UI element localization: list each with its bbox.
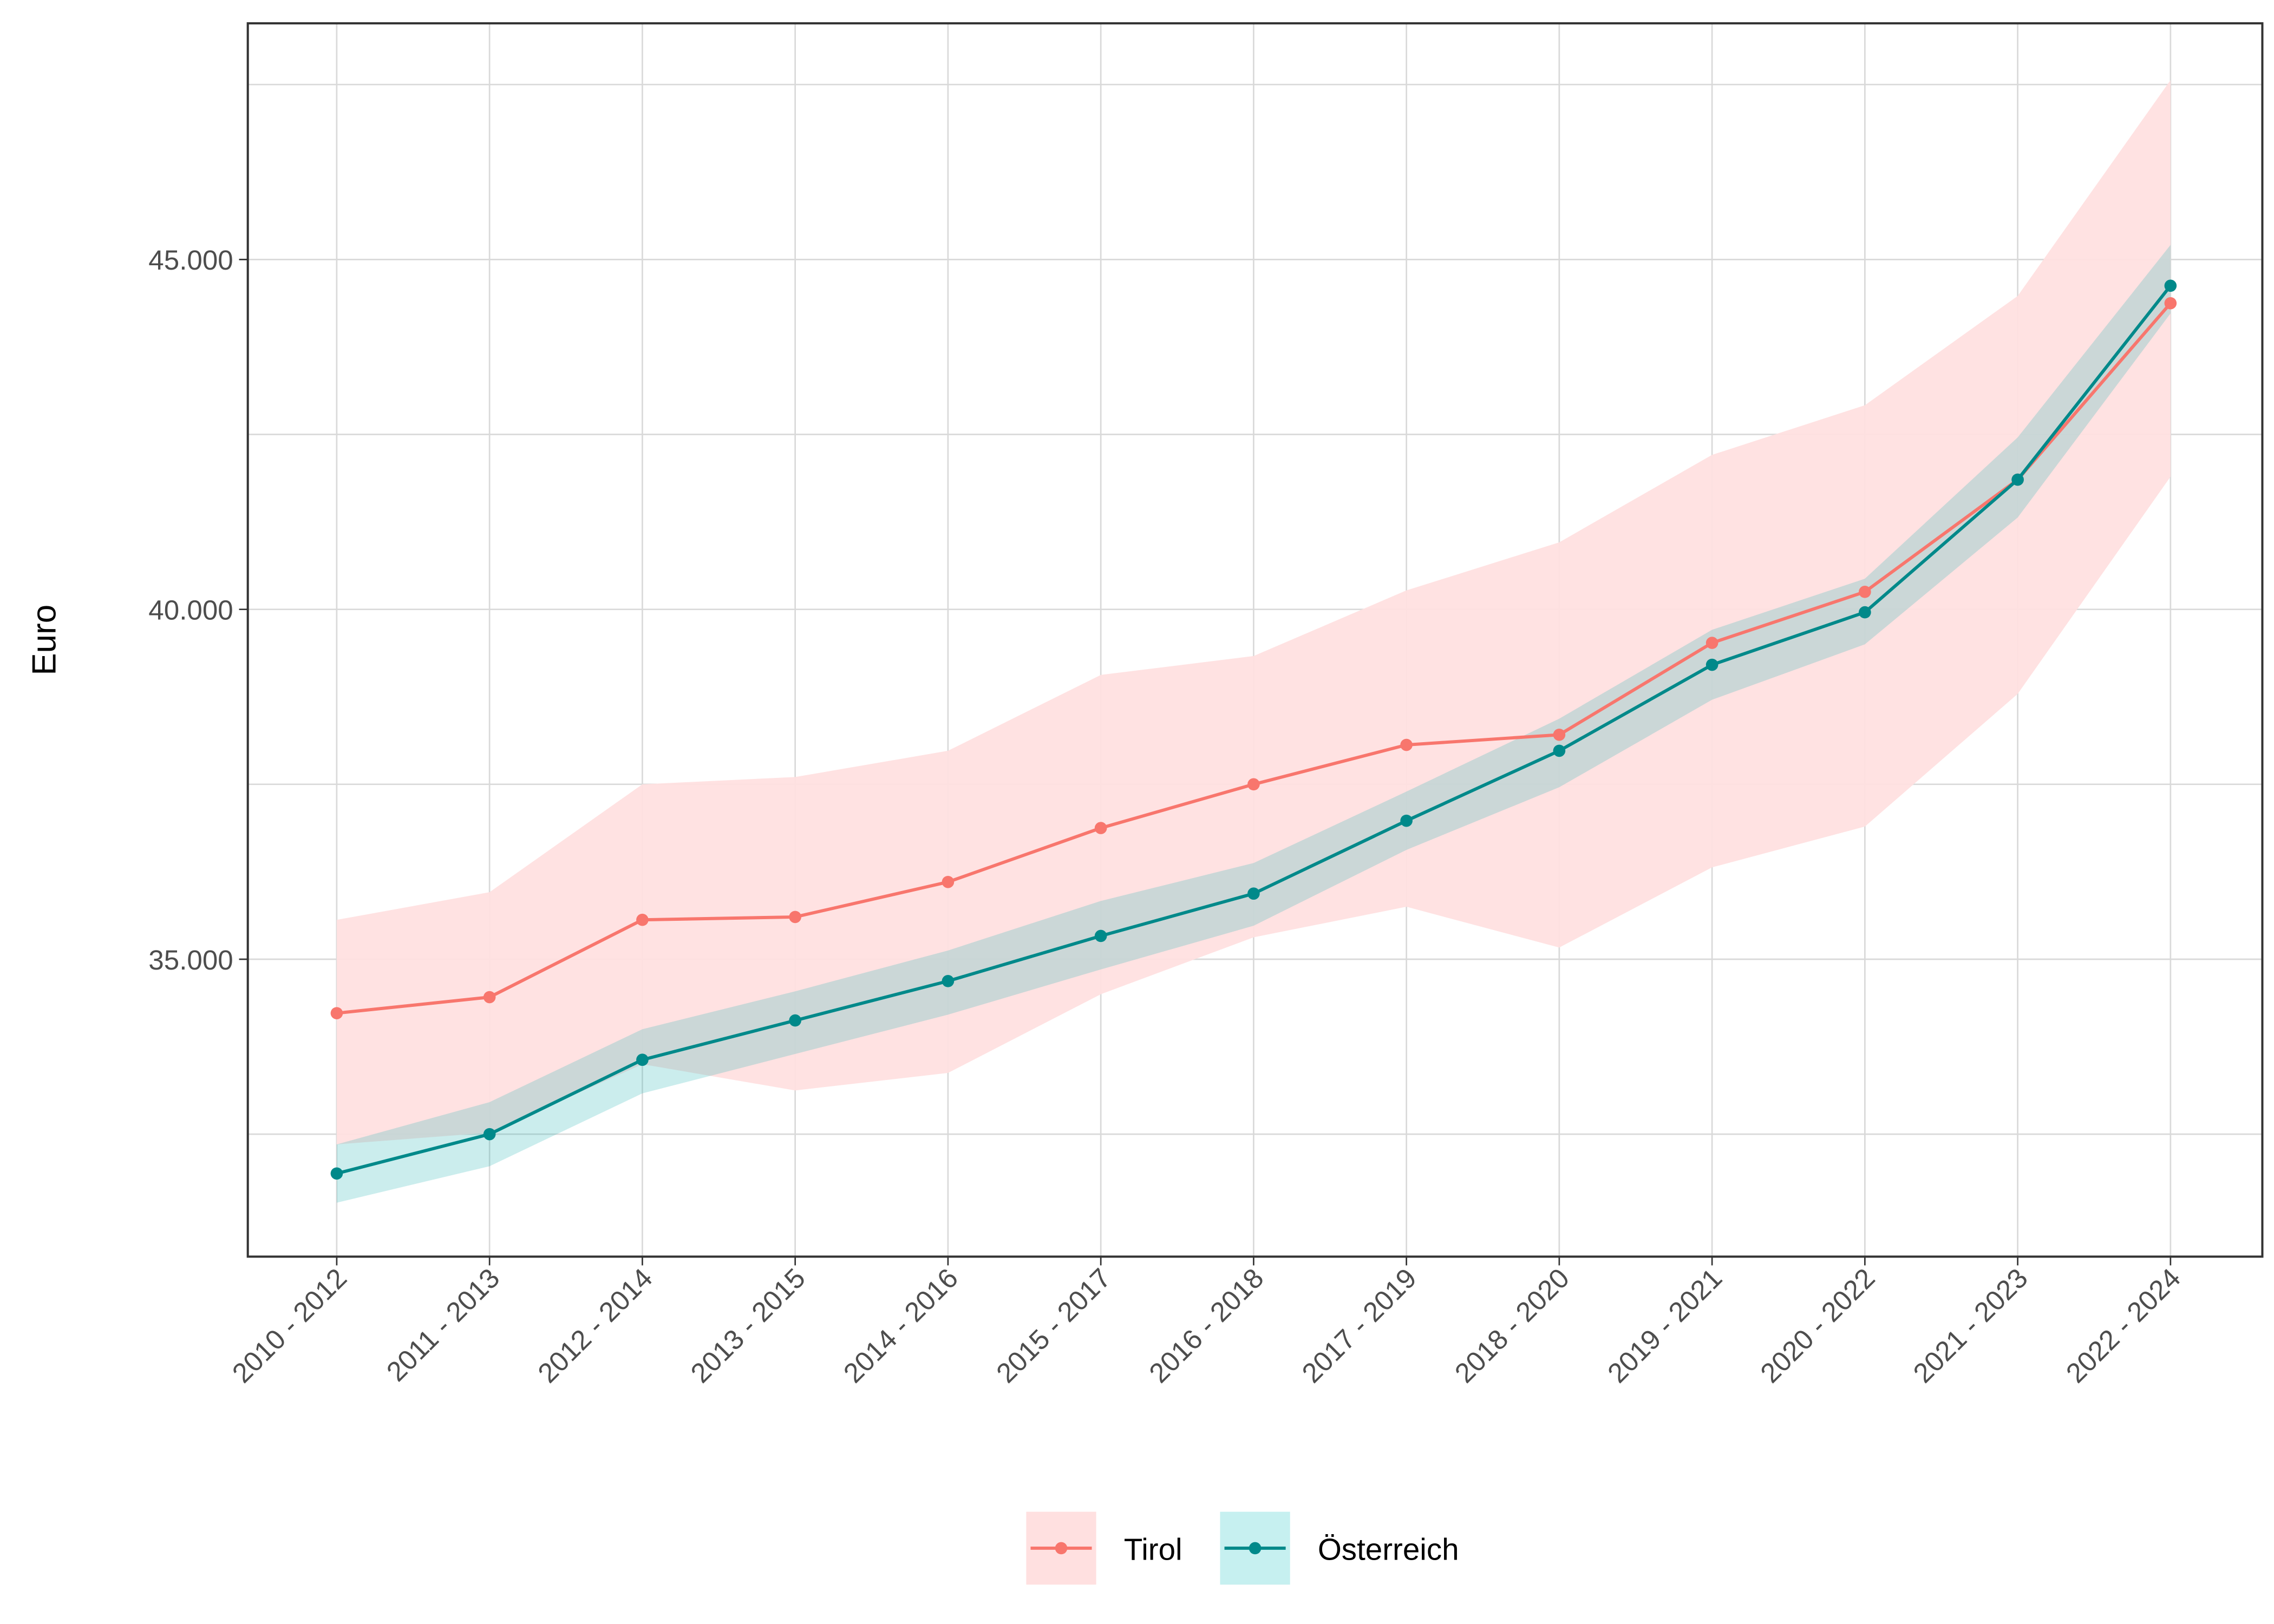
point-tirol — [1247, 778, 1260, 791]
x-tick-label: 2019 - 2021 — [1602, 1262, 1728, 1389]
point-tirol — [1553, 729, 1566, 741]
x-tick-label: 2021 - 2023 — [1907, 1262, 2034, 1389]
point-tirol — [1859, 586, 1871, 598]
point-tirol — [789, 911, 801, 924]
point-tirol — [1400, 738, 1413, 751]
legend-label: Tirol — [1124, 1533, 1182, 1567]
point-österreich — [1553, 744, 1566, 757]
x-tick-label: 2012 - 2014 — [532, 1262, 658, 1389]
point-österreich — [1859, 606, 1871, 619]
legend-point — [1249, 1542, 1262, 1555]
point-tirol — [1094, 822, 1107, 834]
point-tirol — [1706, 637, 1718, 649]
confidence-bands — [336, 80, 2171, 1203]
point-tirol — [2164, 297, 2177, 310]
y-tick-label: 40.000 — [148, 595, 233, 626]
point-österreich — [1400, 814, 1413, 827]
point-österreich — [942, 975, 955, 987]
legend-label: Österreich — [1318, 1533, 1459, 1567]
x-tick-label: 2014 - 2016 — [838, 1262, 964, 1389]
y-axis: 35.000 40.000 45.000 — [148, 245, 248, 975]
band-tirol — [336, 80, 2171, 1145]
series-lines — [330, 279, 2177, 1180]
y-tick-label: 35.000 — [148, 945, 233, 975]
x-tick-label: 2017 - 2019 — [1296, 1262, 1422, 1389]
legend-point — [1055, 1542, 1068, 1555]
point-österreich — [2011, 473, 2024, 486]
x-tick-label: 2011 - 2013 — [381, 1262, 506, 1387]
point-österreich — [636, 1053, 649, 1066]
legend-item-österreich: Österreich — [1220, 1511, 1459, 1585]
x-tick-label: 2016 - 2018 — [1143, 1262, 1269, 1389]
point-österreich — [330, 1167, 343, 1180]
point-tirol — [330, 1007, 343, 1019]
x-tick-label: 2020 - 2022 — [1754, 1262, 1880, 1389]
point-tirol — [942, 875, 955, 888]
legend: Tirol Österreich — [1026, 1511, 1459, 1585]
x-tick-label: 2018 - 2020 — [1449, 1262, 1575, 1389]
panel-border — [246, 22, 2264, 1258]
x-tick-label: 2013 - 2015 — [685, 1262, 811, 1389]
x-tick-label: 2022 - 2024 — [2060, 1262, 2186, 1389]
y-axis-label: Euro — [25, 605, 63, 676]
band-österreich — [336, 245, 2171, 1203]
point-österreich — [1706, 658, 1718, 671]
x-tick-label: 2015 - 2017 — [990, 1262, 1116, 1389]
point-österreich — [483, 1128, 496, 1141]
x-axis: 2010 - 2012 2011 - 2013 2012 - 2014 2013 - … — [226, 1256, 2186, 1389]
point-österreich — [1094, 929, 1107, 942]
point-tirol — [636, 913, 649, 926]
point-österreich — [789, 1014, 801, 1027]
point-tirol — [483, 991, 496, 1004]
point-österreich — [1247, 887, 1260, 900]
legend-item-tirol: Tirol — [1026, 1511, 1182, 1585]
x-tick-label: 2010 - 2012 — [226, 1262, 352, 1389]
point-österreich — [2164, 279, 2177, 292]
y-tick-label: 45.000 — [148, 245, 233, 276]
